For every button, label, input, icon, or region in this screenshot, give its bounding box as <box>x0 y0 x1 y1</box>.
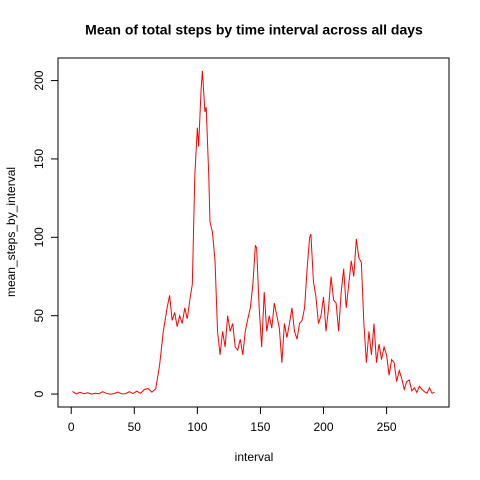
x-tick-label: 0 <box>68 420 75 434</box>
data-line <box>72 70 435 395</box>
y-tick-label: 0 <box>32 390 46 397</box>
y-tick-label: 50 <box>32 309 46 323</box>
x-axis-label: interval <box>235 450 274 464</box>
plot-frame <box>57 57 450 408</box>
x-tick-label: 250 <box>377 420 397 434</box>
y-axis-label: mean_steps_by_interval <box>4 167 18 297</box>
x-tick-label: 50 <box>128 420 142 434</box>
y-tick-label: 200 <box>32 70 46 90</box>
y-tick-label: 100 <box>32 227 46 247</box>
chart-title: Mean of total steps by time interval acr… <box>85 22 423 38</box>
x-tick-label: 200 <box>313 420 333 434</box>
x-tick-label: 100 <box>187 420 207 434</box>
x-tick-label: 150 <box>250 420 270 434</box>
y-tick-label: 150 <box>32 149 46 169</box>
